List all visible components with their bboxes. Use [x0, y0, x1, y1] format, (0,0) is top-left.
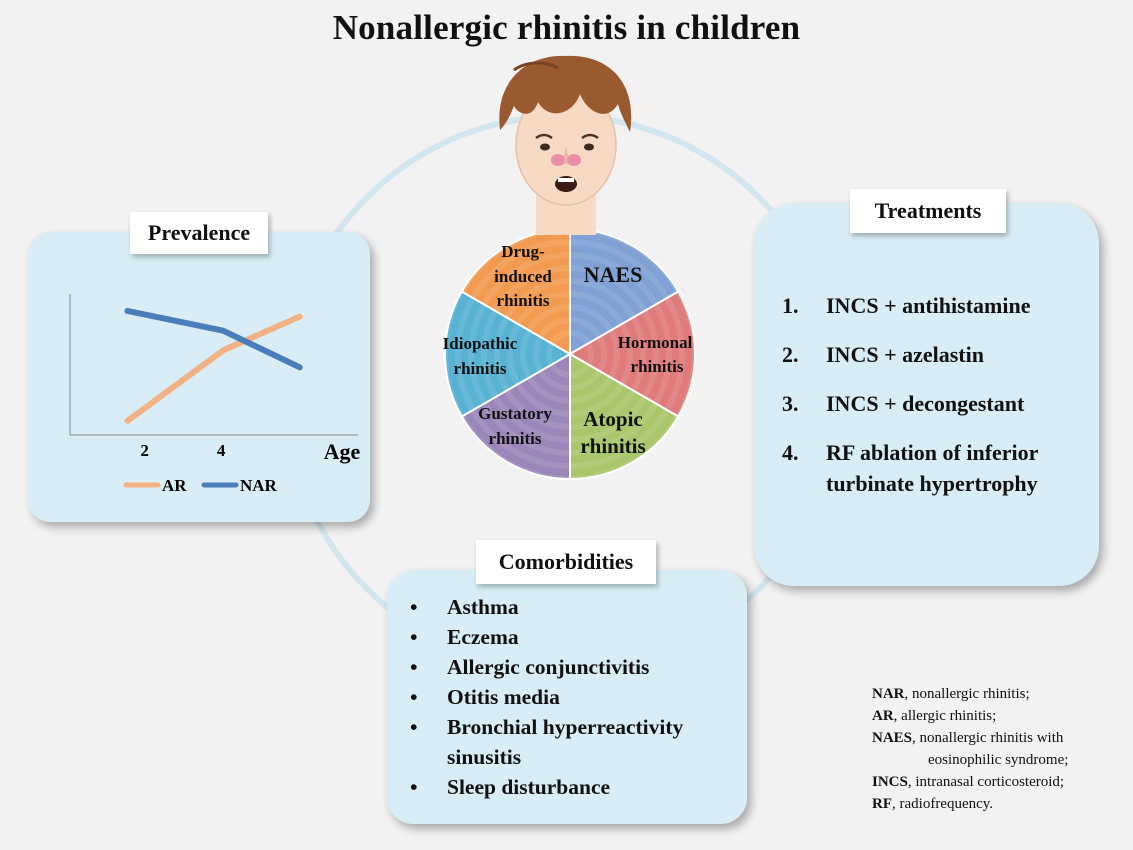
pie-shading	[533, 317, 607, 391]
page-title: Nonallergic rhinitis in children	[332, 8, 801, 47]
pie-label-drug-2: induced	[494, 267, 552, 286]
bullet-icon: •	[410, 625, 418, 649]
pie-label-idiopathic-2: rhinitis	[454, 359, 507, 378]
abbreviation-definition: eosinophilic syndrome;	[928, 752, 1069, 768]
comorbidity-text: Asthma	[447, 595, 519, 619]
legend-label: AR	[162, 476, 187, 495]
pie-shading	[520, 304, 620, 404]
series-line-ar	[124, 313, 303, 424]
x-axis-label: Age	[324, 439, 361, 464]
treatment-number: 4.	[782, 440, 799, 465]
pie-label-drug-1: Drug-	[501, 242, 545, 261]
treatment-item: 3. INCS + decongestant	[778, 388, 1088, 419]
comorbidity-item: • Otitis media	[407, 682, 747, 712]
treatment-item: 2. INCS + azelastin	[778, 339, 1088, 370]
abbreviation-term: INCS	[872, 774, 908, 790]
comorbidity-text: Eczema	[447, 625, 519, 649]
pie-label-gustatory-1: Gustatory	[478, 404, 552, 423]
abbreviation-definition: , allergic rhinitis;	[893, 708, 997, 724]
bullet-icon: •	[410, 685, 418, 709]
bullet-icon: •	[410, 715, 418, 739]
abbreviation-term: NAES	[872, 730, 913, 746]
rhinitis-types-pie: NAES Hormonal rhinitis Atopic rhinitis G…	[442, 228, 698, 482]
abbreviation-line: NAR, nonallergic rhinitis;	[872, 683, 1117, 705]
abbreviation-definition: , nonallergic rhinitis;	[904, 686, 1030, 702]
pie-label-atopic-2: rhinitis	[580, 434, 645, 458]
pie-shading	[546, 330, 594, 378]
treatment-number: 2.	[782, 342, 799, 367]
pie-slice-idiopathic-rhinitis	[444, 290, 573, 418]
abbreviation-term: RF	[872, 796, 892, 812]
pie-label-hormonal-2: rhinitis	[631, 357, 684, 376]
pie-label-atopic-1: Atopic	[583, 407, 643, 431]
treatment-number: 1.	[782, 293, 799, 318]
abbreviation-line: NAES, nonallergic rhinitis with	[872, 727, 1117, 749]
abbreviation-line: INCS, intranasal corticosteroid;	[872, 771, 1117, 793]
pie-label-gustatory-2: rhinitis	[489, 429, 542, 448]
comorbidity-text: Otitis media	[447, 685, 560, 709]
abbreviation-definition: , nonallergic rhinitis with	[912, 730, 1064, 746]
pie-shading	[468, 252, 672, 456]
comorbidity-text: Allergic conjunctivitis	[447, 655, 650, 679]
x-tick-label: 4	[217, 441, 226, 460]
series-line-nar	[124, 307, 303, 371]
comorbidity-item: • Asthma	[407, 592, 747, 622]
comorbidity-item: • Bronchial hyperreactivity sinusitis	[407, 712, 747, 772]
pie-label-idiopathic-1: Idiopathic	[443, 334, 518, 353]
comorbidity-text: Bronchial hyperreactivity sinusitis	[447, 715, 684, 769]
treatment-text: INCS + azelastin	[826, 342, 984, 367]
pie-label-drug-3: rhinitis	[497, 291, 550, 310]
comorbidity-item: • Allergic conjunctivitis	[407, 652, 747, 682]
pie-slice-atopic-rhinitis	[569, 352, 680, 481]
pie-shading	[494, 278, 646, 430]
treatment-text: INCS + decongestant	[826, 391, 1025, 416]
pie-shading	[455, 239, 685, 469]
abbreviation-line: AR, allergic rhinitis;	[872, 705, 1117, 727]
comorbidities-list: • Asthma • Eczema • Allergic conjunctivitis…	[407, 592, 747, 802]
abbreviation-definition: , intranasal corticosteroid;	[907, 774, 1065, 790]
comorbidity-text: Sleep disturbance	[447, 775, 611, 799]
legend-label: NAR	[240, 476, 278, 495]
abbreviation-line: eosinophilic syndrome;	[872, 749, 1117, 771]
treatments-list: 1. INCS + antihistamine 2. INCS + azelas…	[778, 290, 1088, 517]
prevalence-panel	[28, 232, 370, 522]
bullet-icon: •	[410, 595, 418, 619]
treatment-number: 3.	[782, 391, 799, 416]
treatment-text: INCS + antihistamine	[826, 293, 1031, 318]
treatments-label: Treatments	[850, 189, 1006, 233]
pie-shading	[481, 265, 659, 443]
pie-label-naes: NAES	[584, 262, 643, 287]
pie-slice-hormonal-rhinitis	[568, 290, 696, 418]
treatment-item: 1. INCS + antihistamine	[778, 290, 1088, 321]
abbreviation-line: RF, radiofrequency.	[872, 793, 1117, 815]
comorbidities-label: Comorbidities	[476, 540, 656, 584]
treatment-item: 4. RF ablation of inferior turbinate hyp…	[778, 437, 1088, 499]
abbreviation-term: AR	[872, 708, 894, 724]
pie-slice-gustatory-rhinitis	[460, 352, 571, 481]
abbreviation-definition: , radiofrequency.	[892, 796, 994, 812]
treatment-text: RF ablation of inferior turbinate hypert…	[826, 440, 1039, 496]
bullet-icon: •	[410, 775, 418, 799]
abbreviations-legend: NAR, nonallergic rhinitis; AR, allergic …	[872, 683, 1117, 815]
prevalence-label: Prevalence	[130, 212, 268, 254]
child-illustration	[499, 55, 632, 235]
treatments-panel	[754, 203, 1099, 586]
pie-shading	[507, 291, 633, 417]
bullet-icon: •	[410, 655, 418, 679]
comorbidity-item: • Sleep disturbance	[407, 772, 747, 802]
comorbidity-item: • Eczema	[407, 622, 747, 652]
abbreviation-term: NAR	[872, 686, 905, 702]
pie-label-hormonal-1: Hormonal	[618, 333, 693, 352]
x-tick-label: 2	[140, 441, 149, 460]
comorbidities-panel	[387, 570, 747, 824]
prevalence-chart: 2 4 Age AR NAR	[69, 294, 361, 495]
